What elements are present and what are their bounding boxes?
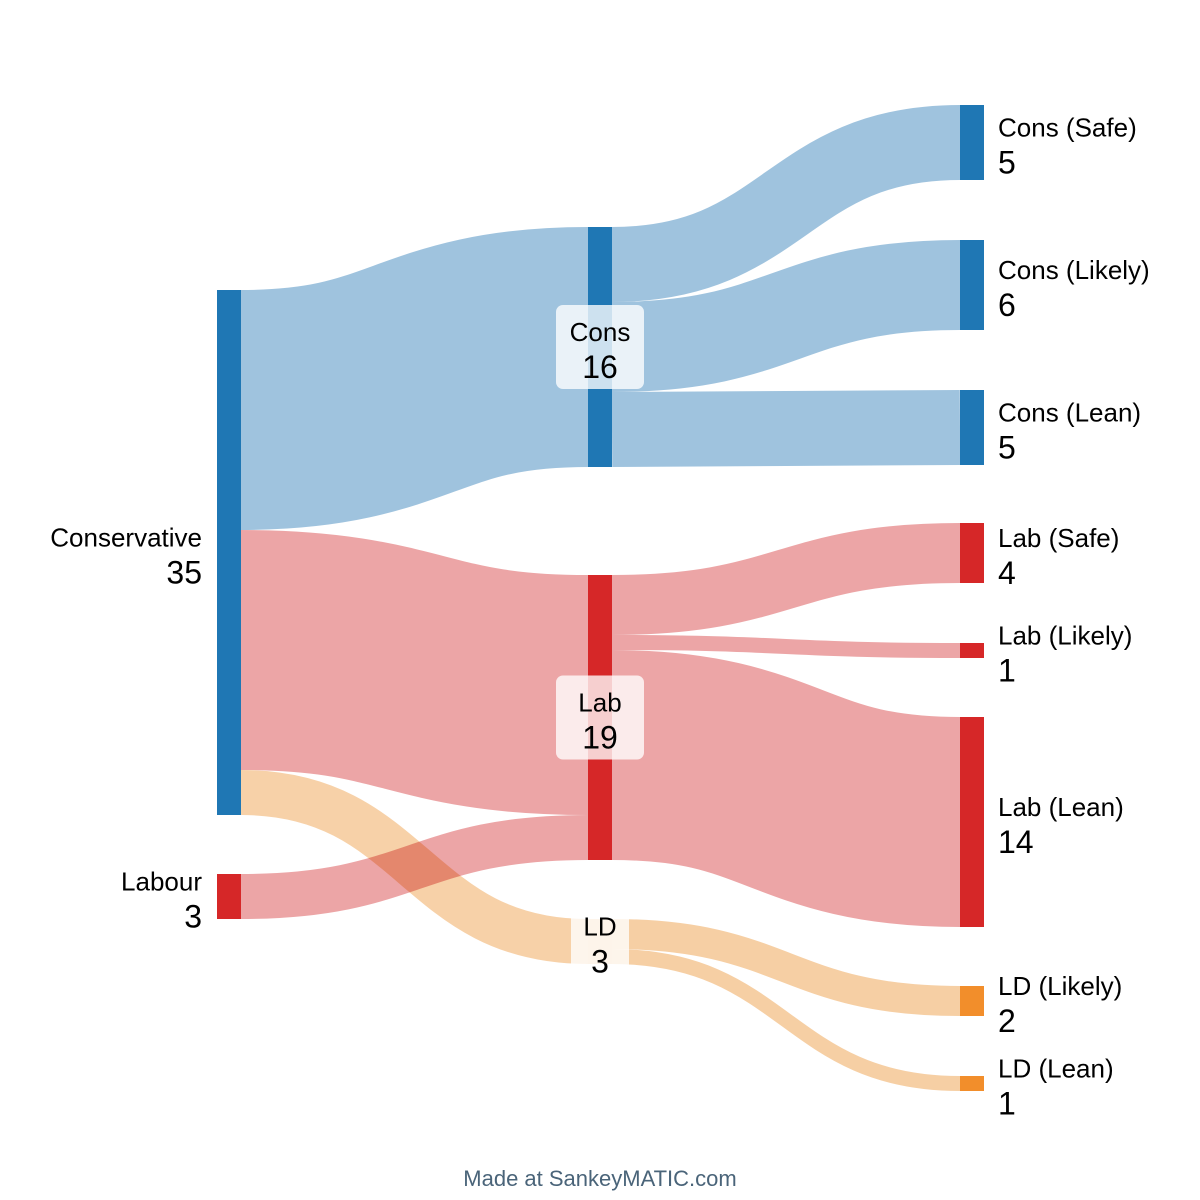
node-name: LD [583,912,616,942]
node-value: 3 [591,944,609,980]
label-background [571,899,629,984]
node-value: 5 [998,145,1016,181]
flow-labour-to-lab [240,815,589,919]
label-ld: LD3 [571,899,629,984]
node-labour [217,874,241,919]
node-name: LD (Lean) [998,1054,1114,1084]
label-cons-likely: Cons (Likely)6 [998,255,1150,323]
flow-ld-to-ld-likely [611,919,961,1016]
flow-lab-to-lab-lean [610,650,962,927]
flow-conservative-to-lab [239,530,590,815]
node-name: Cons (Lean) [998,398,1141,428]
node-name: Labour [121,867,202,897]
flow-cons-to-cons-lean [611,390,961,467]
sankeymatic-credit: Made at SankeyMATIC.com [463,1166,737,1191]
nodes-layer [217,105,984,1091]
node-conservative [217,290,241,815]
node-name: Lab (Lean) [998,792,1124,822]
flow-conservative-to-cons [239,227,590,530]
node-value: 6 [998,287,1016,323]
node-name: Cons (Likely) [998,255,1150,285]
flow-ld-to-ld-lean [611,949,961,1091]
node-ld-likely [960,986,984,1016]
node-name: Cons [570,317,631,347]
node-value: 35 [166,555,202,591]
label-cons-lean: Cons (Lean)5 [998,398,1141,466]
label-lab-likely: Lab (Likely)1 [998,621,1132,689]
flow-lab-to-lab-safe [611,523,961,635]
node-value: 4 [998,555,1016,591]
node-value: 14 [998,824,1034,860]
labels-layer: Conservative35Labour3Cons16Lab19LD3Cons … [50,113,1149,1122]
node-value: 5 [998,430,1016,466]
label-lab-safe: Lab (Safe)4 [998,523,1119,591]
flows-layer [239,105,962,1091]
node-name: Lab (Safe) [998,523,1119,553]
node-value: 19 [582,720,618,756]
node-value: 3 [184,899,202,935]
label-lab-lean: Lab (Lean)14 [998,792,1124,860]
label-cons-safe: Cons (Safe)5 [998,113,1137,181]
node-lab-lean [960,717,984,927]
node-lab-likely [960,643,984,658]
node-cons-likely [960,240,984,330]
node-value: 1 [998,653,1016,689]
node-value: 2 [998,1003,1016,1039]
node-name: LD (Likely) [998,971,1122,1001]
node-cons-lean [960,390,984,465]
node-ld-lean [960,1076,984,1091]
flow-cons-to-cons-safe [611,105,961,302]
node-value: 16 [582,349,618,385]
node-name: Cons (Safe) [998,113,1137,143]
label-background [556,675,644,760]
node-name: Lab (Likely) [998,621,1132,651]
node-name: Lab [578,688,621,718]
label-ld-likely: LD (Likely)2 [998,971,1122,1039]
node-value: 1 [998,1086,1016,1122]
label-background [556,305,644,389]
flow-lab-to-lab-likely [611,635,961,658]
flow-cons-to-cons-likely [611,240,961,392]
node-name: Conservative [50,523,202,553]
label-ld-lean: LD (Lean)1 [998,1054,1114,1122]
node-cons-safe [960,105,984,180]
node-lab-safe [960,523,984,583]
